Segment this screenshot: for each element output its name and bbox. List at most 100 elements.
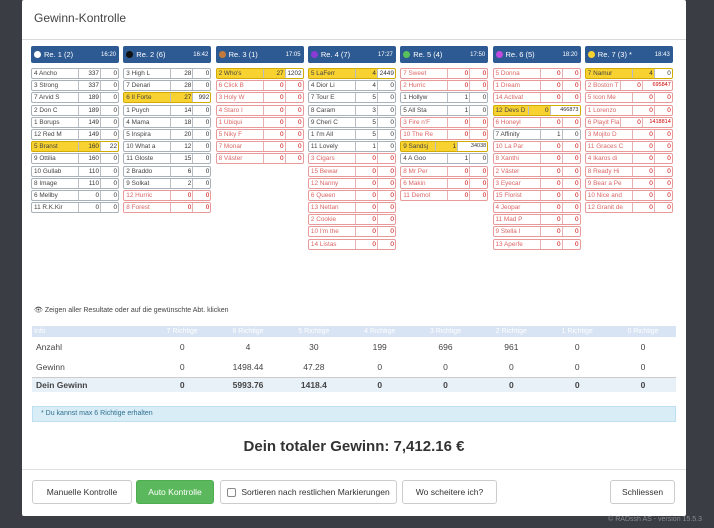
runner-row[interactable]: 15 Bewar 0 0 xyxy=(307,165,396,177)
runner-row[interactable]: 4 Dior Li 4 0 xyxy=(307,80,396,92)
runner-row[interactable]: 7 Namur 4 0 xyxy=(584,68,673,79)
runner-row[interactable]: 14 Activat 0 0 xyxy=(492,92,581,104)
runner-row[interactable]: 12 Red M 149 0 xyxy=(31,128,119,140)
runner-row[interactable]: 9 Bear a Pe 0 0 xyxy=(584,177,673,189)
runner-row[interactable]: 11 R.K.Kir 0 0 xyxy=(31,202,119,214)
runner-row[interactable]: 1 Ubiqui 0 0 xyxy=(215,116,304,128)
runner-row[interactable]: 2 Hurric 0 0 xyxy=(400,80,489,92)
runner-row[interactable]: 8 Xanthi 0 0 xyxy=(492,153,581,165)
runner-row[interactable]: 6 Il Forte 27 992 xyxy=(123,92,212,104)
runner-row[interactable]: 8 Väster 0 0 xyxy=(215,153,304,165)
race-header[interactable]: Re. 7 (3) * 18:43 xyxy=(584,46,673,63)
runner-row[interactable]: 10 I'm the 0 0 xyxy=(307,226,396,238)
runner-row[interactable]: 12 Devs D 0 466873 xyxy=(492,104,581,116)
runner-row[interactable]: 2 Braddo 6 0 xyxy=(123,165,212,177)
runner-row[interactable]: 1 I'm All 5 0 xyxy=(307,128,396,140)
runner-row[interactable]: 11 Demol 0 0 xyxy=(400,189,489,201)
runner-row[interactable]: 5 Inspira 20 0 xyxy=(123,128,212,140)
runner-row[interactable]: 15 Florist 0 0 xyxy=(492,189,581,201)
runner-row[interactable]: 1 Borups 149 0 xyxy=(31,116,119,128)
runner-row[interactable]: 3 High L 28 0 xyxy=(123,68,212,79)
runner-row[interactable]: 9 Ottilia 160 0 xyxy=(31,153,119,165)
runner-row[interactable]: 4 Ancho 337 0 xyxy=(31,68,119,79)
runner-row[interactable]: 3 Fire n'F 0 0 xyxy=(400,116,489,128)
runner-row[interactable]: 1 Puych 14 0 xyxy=(123,104,212,116)
runner-row[interactable]: 4 Jeopar 0 0 xyxy=(492,202,581,214)
runner-row[interactable]: 7 Monar 0 0 xyxy=(215,141,304,153)
runner-row[interactable]: 5 Icon Me 0 0 xyxy=(584,92,673,104)
race-header[interactable]: Re. 3 (1) 17:05 xyxy=(215,46,304,63)
runner-row[interactable]: 3 Cigars 0 0 xyxy=(307,153,396,165)
runner-row[interactable]: 1 Lorenzo 0 0 xyxy=(584,104,673,116)
runner-row[interactable]: 12 Granit de 0 0 xyxy=(584,202,673,214)
race-header[interactable]: Re. 4 (7) 17:27 xyxy=(307,46,396,63)
race-header[interactable]: Re. 1 (2) 16:20 xyxy=(31,46,119,63)
close-button[interactable]: Schliessen xyxy=(610,480,675,504)
runner-row[interactable]: 4 Mama 18 0 xyxy=(123,116,212,128)
sort-checkbox[interactable] xyxy=(227,487,237,497)
runner-row[interactable]: 13 Nettan 0 0 xyxy=(307,202,396,214)
runner-row[interactable]: 11 Lovely 1 0 xyxy=(307,141,396,153)
runner-row[interactable]: 9 Solkat 2 0 xyxy=(123,177,212,189)
runner-row[interactable]: 8 Mr Per 0 0 xyxy=(400,165,489,177)
runner-row[interactable]: 2 Don C 189 0 xyxy=(31,104,119,116)
runner-row[interactable]: 13 Aperfe 0 0 xyxy=(492,238,581,250)
runner-row[interactable]: 8 Image 110 0 xyxy=(31,177,119,189)
runner-row[interactable]: 6 Queen 0 0 xyxy=(307,189,396,201)
runner-row[interactable]: 2 Väster 0 0 xyxy=(492,165,581,177)
runner-row[interactable]: 7 Arvid S 189 0 xyxy=(31,92,119,104)
runner-name: 12 Nanny xyxy=(310,179,339,187)
runner-row[interactable]: 5 LaFerr 4 2449 xyxy=(307,68,396,79)
runner-row[interactable]: 8 Caram 3 0 xyxy=(307,104,396,116)
runner-row[interactable]: 10 The Re 0 0 xyxy=(400,128,489,140)
runner-row[interactable]: 10 La Par 0 0 xyxy=(492,141,581,153)
runner-row[interactable]: 8 Forest 0 0 xyxy=(123,202,212,214)
runner-row[interactable]: 6 Mellby 0 0 xyxy=(31,189,119,201)
race-header[interactable]: Re. 2 (6) 16:42 xyxy=(123,46,212,63)
runner-row[interactable]: 3 Strong 337 0 xyxy=(31,80,119,92)
runner-row[interactable]: 4 A Goo 1 0 xyxy=(400,153,489,165)
runner-row[interactable]: 6 Honeyl 0 0 xyxy=(492,116,581,128)
runner-row[interactable]: 2 Boston T 0 695847 xyxy=(584,80,673,92)
runner-row[interactable]: 8 Ready Hi 0 0 xyxy=(584,165,673,177)
runner-row[interactable]: 7 Sweet 0 0 xyxy=(400,68,489,79)
runner-row[interactable]: 7 Affinity 1 0 xyxy=(492,128,581,140)
runner-quote: 1 xyxy=(435,142,458,152)
runner-row[interactable]: 12 Nanny 0 0 xyxy=(307,177,396,189)
runner-row[interactable]: 2 Who's 27 1202 xyxy=(215,68,304,79)
runner-row[interactable]: 10 Nice and 0 0 xyxy=(584,189,673,201)
runner-row[interactable]: 1 Dream 0 0 xyxy=(492,80,581,92)
manual-control-button[interactable]: Manuelle Kontrolle xyxy=(32,480,132,504)
runner-row[interactable]: 5 Branst 160 22 xyxy=(31,141,119,153)
runner-row[interactable]: 7 Denari 28 0 xyxy=(123,80,212,92)
auto-control-button[interactable]: Auto Kontrolle xyxy=(136,480,214,504)
race-header[interactable]: Re. 5 (4) 17:50 xyxy=(400,46,489,63)
runner-row[interactable]: 3 Eyecar 0 0 xyxy=(492,177,581,189)
runner-row[interactable]: 12 Hurric 0 0 xyxy=(123,189,212,201)
runner-row[interactable]: 6 Makin 0 0 xyxy=(400,177,489,189)
runner-row[interactable]: 9 Sandsj 1 34038 xyxy=(400,141,489,153)
runner-row[interactable]: 5 Donna 0 0 xyxy=(492,68,581,79)
race-header[interactable]: Re. 6 (5) 18:20 xyxy=(492,46,581,63)
runner-row[interactable]: 14 Listas 0 0 xyxy=(307,238,396,250)
where-fail-button[interactable]: Wo scheitere ich? xyxy=(402,480,497,504)
runner-row[interactable]: 10 What a 12 0 xyxy=(123,141,212,153)
runner-row[interactable]: 2 Cookie 0 0 xyxy=(307,214,396,226)
runner-row[interactable]: 11 Gloste 15 0 xyxy=(123,153,212,165)
runner-row[interactable]: 10 Gullab 110 0 xyxy=(31,165,119,177)
runner-row[interactable]: 5 All Sta 1 0 xyxy=(400,104,489,116)
sort-checkbox-button[interactable]: Sortieren nach restlichen Markierungen xyxy=(220,480,397,504)
runner-row[interactable]: 1 Hollyw 1 0 xyxy=(400,92,489,104)
runner-row[interactable]: 4 Ikaros di 0 0 xyxy=(584,153,673,165)
runner-row[interactable]: 6 Playit Fla 0 1418814 xyxy=(584,116,673,128)
